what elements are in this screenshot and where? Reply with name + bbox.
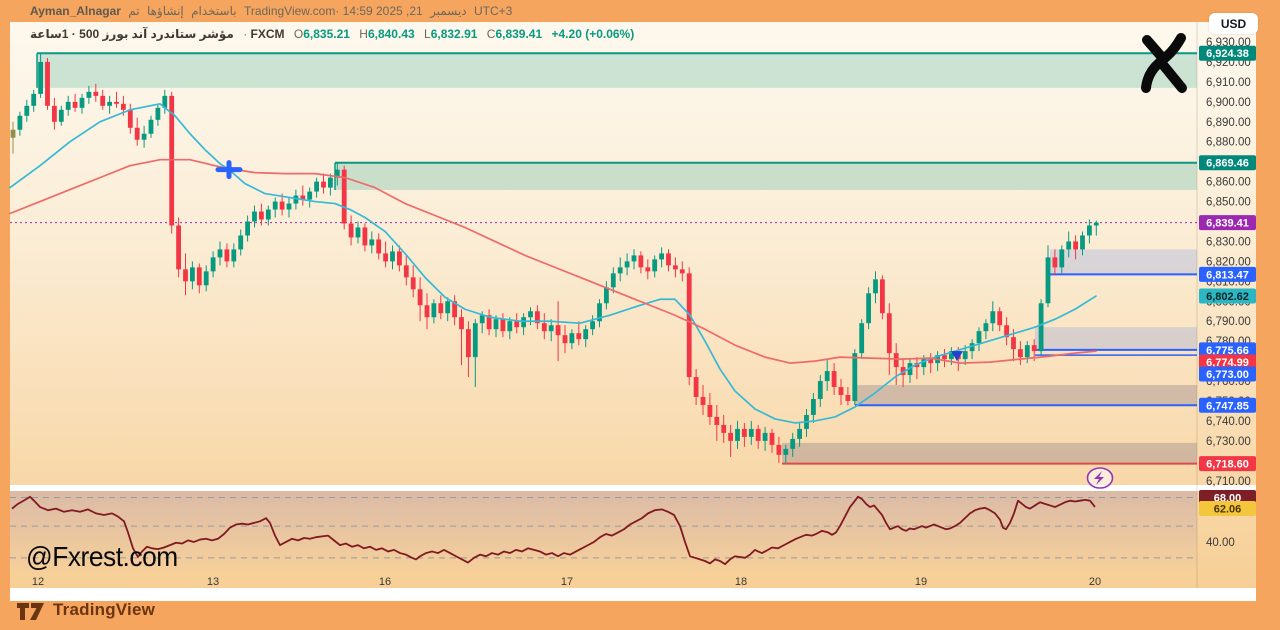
zone-demand-blue-1: [1050, 249, 1197, 275]
exchange-name: FXCM: [250, 27, 285, 41]
username: Ayman_Alnagar: [30, 4, 121, 18]
close-value: 6,839.41: [495, 27, 543, 41]
price-tick: 6,790.00: [1206, 316, 1251, 328]
open-value: 6,835.21: [303, 27, 350, 41]
price-badge: [1199, 397, 1256, 413]
close-label: C: [486, 27, 496, 41]
price-badges: 6,924.38 6,869.46 6,839.41 6,813.47 6,802.62…: [1199, 45, 1256, 516]
svg-text:6,775.66: 6,775.66: [1206, 345, 1249, 357]
price-badge: [1199, 354, 1256, 370]
svg-text:6,802.62: 6,802.62: [1206, 291, 1249, 303]
attribution-arabic-1: تم: [128, 4, 140, 18]
low-label: L: [424, 27, 431, 41]
zone-supply-mid: [335, 162, 1197, 190]
zone-demand-blue-2: [1035, 327, 1197, 350]
price-tick: 6,900.00: [1206, 97, 1251, 109]
svg-text:6,813.47: 6,813.47: [1206, 269, 1249, 281]
time-tick: 16: [379, 576, 391, 588]
price-badge: [1199, 501, 1256, 516]
separator-dot: ·: [243, 27, 248, 41]
attribution-month: ديسمبر: [430, 4, 467, 18]
x-logo-icon: [1141, 33, 1187, 93]
zone-supply-upper: [37, 53, 1197, 88]
svg-text:6,773.00: 6,773.00: [1206, 369, 1249, 381]
cross-marker-icon: [215, 160, 243, 180]
open-label: O: [293, 27, 304, 41]
attribution-site-datetime: TradingView.com· 14:59 2025 ,21: [243, 4, 423, 18]
price-tick: 6,850.00: [1206, 197, 1251, 209]
price-tick: 6,910.00: [1206, 77, 1251, 89]
high-label: H: [359, 27, 368, 41]
symbol-ohlc-row: مؤشر ستاندرد آند بورز 500 · 1ساعة · FXCM…: [30, 27, 634, 41]
currency-selector[interactable]: USD: [1209, 13, 1258, 34]
time-tick: 18: [735, 576, 747, 588]
price-badge: [1199, 266, 1256, 282]
svg-text:62.06: 62.06: [1214, 504, 1242, 516]
moving-averages: [9, 102, 1097, 424]
svg-text:6,774.99: 6,774.99: [1206, 357, 1249, 369]
supply-demand-zones: [36, 52, 1197, 465]
attribution-line: Ayman_Alnagar تم إنشاؤها باستخدام Tradin…: [30, 4, 516, 18]
high-value: 6,840.43: [367, 27, 415, 41]
tradingview-logo-icon: [17, 603, 44, 620]
price-badge: [1199, 155, 1256, 171]
price-tick: 6,830.00: [1206, 236, 1251, 248]
price-tick: 6,710.00: [1206, 476, 1251, 488]
tradingview-logo-text: TradingView: [53, 600, 156, 619]
attribution-arabic-2: إنشاؤها: [146, 4, 184, 18]
zone-demand-gray-1: [855, 385, 1197, 406]
price-tick: 6,740.00: [1206, 416, 1251, 428]
low-value: 6,832.91: [430, 27, 478, 41]
time-tick: 12: [32, 576, 44, 588]
price-badge: [1199, 456, 1256, 472]
zone-demand-gray-2: [782, 442, 1197, 464]
time-axis: 12 13 16 17 18 19 20: [32, 576, 1101, 588]
time-tick: 17: [561, 576, 573, 588]
price-badge: [1199, 366, 1256, 382]
price-badge: [1199, 342, 1256, 358]
price-badge: [1199, 288, 1256, 304]
time-tick: 13: [207, 576, 219, 588]
rsi-pane: [10, 495, 1197, 566]
down-arrow-marker-icon: [951, 351, 963, 362]
price-tick: 6,820.00: [1206, 256, 1251, 268]
svg-text:6,747.85: 6,747.85: [1206, 400, 1249, 412]
time-tick: 20: [1089, 576, 1101, 588]
symbol-name: مؤشر ستاندرد آند بورز 500 · 1ساعة: [30, 27, 234, 41]
chart-markers: [215, 160, 1114, 489]
svg-text:6,718.60: 6,718.60: [1206, 459, 1249, 471]
attribution-arabic-3: باستخدام: [191, 4, 237, 18]
price-badge: [1199, 215, 1256, 231]
candles-layer: [10, 53, 1099, 464]
footer-branding: TradingView: [16, 599, 155, 621]
price-tick: 6,860.00: [1206, 177, 1251, 189]
price-badge: [1199, 45, 1256, 61]
price-tick: 6,880.00: [1206, 137, 1251, 149]
currency-label: USD: [1220, 16, 1247, 31]
svg-text:6,924.38: 6,924.38: [1206, 48, 1249, 60]
change-value: +4.20 (+0.06%): [551, 27, 635, 41]
time-tick: 19: [915, 576, 927, 588]
price-tick: 6,890.00: [1206, 117, 1251, 129]
attribution-timezone: UTC+3: [473, 4, 513, 18]
watermark-text: @Fxrest.com: [26, 541, 178, 572]
price-tick: 6,730.00: [1206, 436, 1251, 448]
svg-text:6,869.46: 6,869.46: [1206, 158, 1249, 170]
rsi-tick: 40.00: [1206, 537, 1235, 549]
svg-text:6,839.41: 6,839.41: [1206, 218, 1249, 230]
